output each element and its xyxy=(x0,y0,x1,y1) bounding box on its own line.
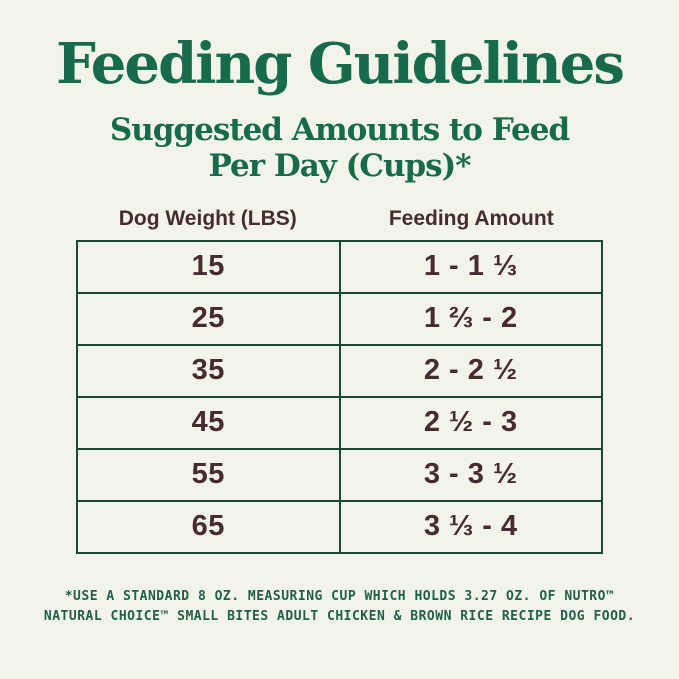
feeding-amount-cell: 2 ½ - 3 xyxy=(423,406,518,439)
dog-weight-cell: 35 xyxy=(78,345,341,396)
subtitle-line-1: Suggested Amounts to Feed xyxy=(109,111,570,148)
feeding-table: 15 1 - 1 ⅓ 25 1 ⅔ - 2 35 2 - 2 ½ 45 2 ½ - 3 55 3 … xyxy=(76,239,603,554)
table-row: 65 3 ⅓ - 4 xyxy=(78,499,601,552)
feeding-amount-cell: 3 ⅓ - 4 xyxy=(423,510,518,543)
table-row: 15 1 - 1 ⅓ xyxy=(78,241,601,292)
column-header-feeding-amount: Feeding Amount xyxy=(388,206,554,230)
footnote-line-1: *USE A STANDARD 8 OZ. MEASURING CUP WHIC… xyxy=(64,588,615,604)
dog-weight-cell: 25 xyxy=(78,293,341,344)
feeding-amount-cell: 3 - 3 ½ xyxy=(423,458,518,491)
footnote-line-2: NATURAL CHOICE™ SMALL BITES ADULT CHICKE… xyxy=(43,608,636,624)
column-header-dog-weight: Dog Weight (LBS) xyxy=(118,206,297,230)
feeding-amount-cell: 1 ⅔ - 2 xyxy=(423,302,518,335)
feeding-amount-cell: 2 - 2 ½ xyxy=(423,354,518,387)
feeding-amount-cell: 1 - 1 ⅓ xyxy=(423,250,518,283)
table-row: 45 2 ½ - 3 xyxy=(78,395,601,448)
table-row: 35 2 - 2 ½ xyxy=(78,343,601,396)
page-subtitle: Suggested Amounts to Feed Per Day (Cups)… xyxy=(0,112,679,185)
dog-weight-cell: 15 xyxy=(78,241,341,292)
subtitle-line-2: Per Day (Cups)* xyxy=(208,148,472,185)
table-row: 25 1 ⅔ - 2 xyxy=(78,291,601,344)
table-column-headers: Dog Weight (LBS) Feeding Amount xyxy=(76,207,603,231)
dog-weight-cell: 65 xyxy=(78,501,341,552)
table-row: 55 3 - 3 ½ xyxy=(78,447,601,500)
footnote: *USE A STANDARD 8 OZ. MEASURING CUP WHIC… xyxy=(0,587,679,627)
page-title: Feeding Guidelines xyxy=(56,31,625,97)
dog-weight-cell: 45 xyxy=(78,397,341,448)
dog-weight-cell: 55 xyxy=(78,449,341,500)
